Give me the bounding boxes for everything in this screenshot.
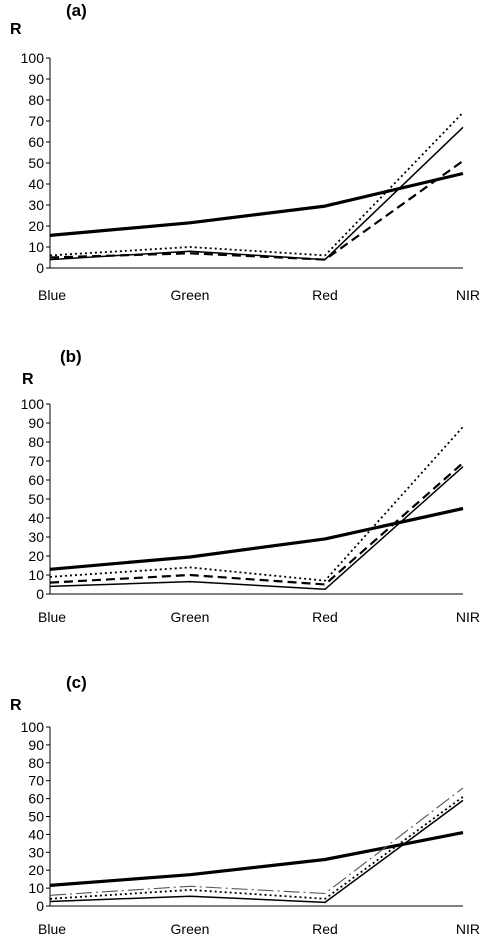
- chart-1-y-tick-label: 0: [36, 260, 44, 276]
- chart-2-y-tick-label: 80: [28, 434, 44, 450]
- chart-3-x-tick-label: Red: [312, 921, 338, 937]
- chart-3-y-tick-label: 10: [28, 880, 44, 896]
- chart-2-y-tick-label: 50: [28, 491, 44, 507]
- chart-1-series-dotted-line: [49, 111, 464, 257]
- chart-3-y-tick-label: 40: [28, 826, 44, 842]
- chart-1-y-tick-label: 10: [28, 239, 44, 255]
- chart-1-series-thick-solid-line: [49, 171, 464, 237]
- chart-2-y-tick-label: 100: [21, 396, 45, 412]
- chart-1-y-tick-label: 40: [28, 176, 44, 192]
- chart-2-series-thick-solid-line: [49, 506, 464, 571]
- chart-2-y-tick-label: 10: [28, 567, 44, 583]
- chart-1-series-dashed-line: [49, 160, 464, 261]
- chart-2-y-tick-label: 70: [28, 453, 44, 469]
- chart-1-y-tick-label: 50: [28, 155, 44, 171]
- chart-1-y-tick-label: 90: [28, 71, 44, 87]
- chart-3-y-tick-label: 30: [28, 844, 44, 860]
- chart-3-y-tick-label: 100: [21, 719, 45, 735]
- chart-1-panel-label: (a): [66, 1, 87, 20]
- chart-3-panel-label: (c): [66, 673, 87, 692]
- chart-3-y-tick-label: 20: [28, 862, 44, 878]
- chart-1-y-tick-label: 60: [28, 134, 44, 150]
- chart-3-x-tick-label: Green: [171, 921, 210, 937]
- chart-2-series-dashed-line: [49, 462, 464, 586]
- chart-3-y-tick-label: 0: [36, 898, 44, 914]
- chart-1-y-tick-label: 30: [28, 197, 44, 213]
- chart-3-x-tick-label: NIR: [456, 921, 480, 937]
- chart-1-y-tick-label: 20: [28, 218, 44, 234]
- chart-1-y-axis-label: R: [10, 21, 22, 38]
- chart-2-x-tick-label: Blue: [38, 609, 66, 625]
- chart-2-y-tick-label: 30: [28, 529, 44, 545]
- chart-1-x-tick-label: NIR: [456, 287, 480, 303]
- chart-3-y-tick-label: 90: [28, 737, 44, 753]
- chart-2-y-tick-label: 20: [28, 548, 44, 564]
- chart-1-x-tick-label: Red: [312, 287, 338, 303]
- chart-2-series-thin-solid-line: [49, 466, 464, 591]
- chart-1-x-tick-label: Green: [171, 287, 210, 303]
- chart-3-y-tick-label: 60: [28, 791, 44, 807]
- chart-2-y-axis-label: R: [22, 371, 34, 388]
- chart-2-x-tick-label: NIR: [456, 609, 480, 625]
- chart-2-y-tick-label: 60: [28, 472, 44, 488]
- chart-3-x-tick-label: Blue: [38, 921, 66, 937]
- chart-3-series-thick-solid-line: [49, 831, 464, 887]
- chart-2-x-tick-label: Red: [312, 609, 338, 625]
- chart-2-y-tick-label: 40: [28, 510, 44, 526]
- chart-1-y-tick-label: 70: [28, 113, 44, 129]
- chart-1-series-thin-solid-line: [49, 126, 464, 261]
- chart-2-y-tick-label: 0: [36, 586, 44, 602]
- chart-3-series-thin-solid-line: [49, 799, 464, 904]
- chart-3-y-tick-label: 50: [28, 809, 44, 825]
- chart-1-x-tick-label: Blue: [38, 287, 66, 303]
- chart-2-series-dotted-line: [49, 426, 464, 582]
- chart-3-y-axis-label: R: [10, 697, 22, 714]
- chart-2-x-tick-label: Green: [171, 609, 210, 625]
- chart-1-y-tick-label: 100: [21, 50, 45, 66]
- chart-3-y-tick-label: 80: [28, 755, 44, 771]
- chart-2-panel-label: (b): [60, 347, 82, 366]
- chart-3-y-tick-label: 70: [28, 773, 44, 789]
- chart-3-series-dotted-line: [49, 796, 464, 900]
- chart-2-y-tick-label: 90: [28, 415, 44, 431]
- chart-1-y-tick-label: 80: [28, 92, 44, 108]
